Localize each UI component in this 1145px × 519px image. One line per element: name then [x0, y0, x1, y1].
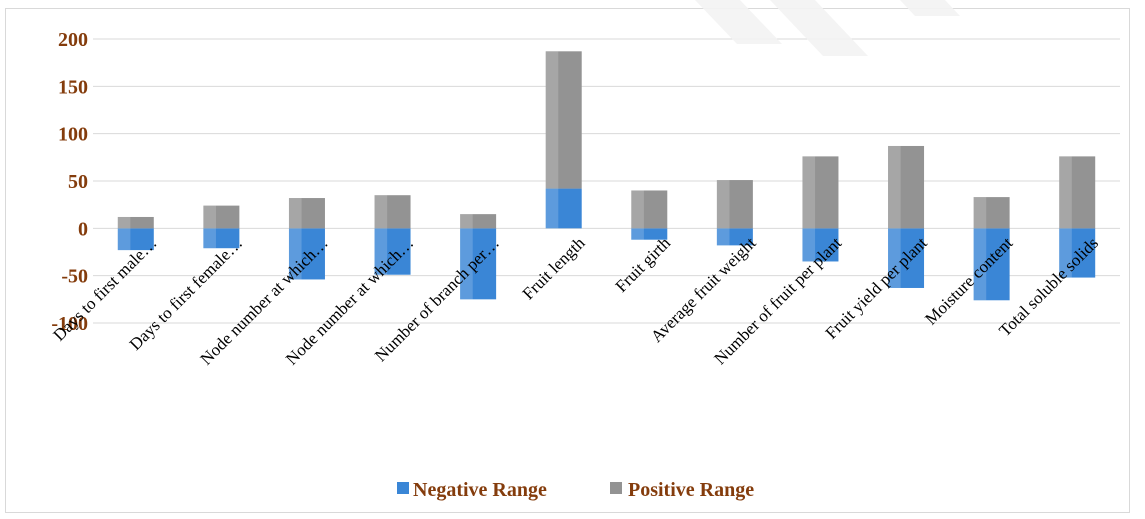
bar-negative-range-shade: [973, 228, 987, 301]
bar-positive-range-shade: [460, 214, 473, 229]
bar-positive-range: [374, 195, 411, 229]
bar-positive-range-shade: [631, 190, 644, 229]
bar-negative-range-shade: [888, 228, 901, 288]
bar-negative-range-shade: [374, 228, 388, 275]
bar-positive-range: [888, 145, 925, 229]
legend: Negative Range Positive Range: [397, 479, 754, 501]
bar-negative-range-shade: [631, 228, 644, 240]
bar-positive-range: [973, 197, 1010, 229]
bar-negative-range: [802, 228, 839, 262]
legend-swatch-negative: [397, 482, 409, 494]
y-tick-label: 50: [68, 171, 88, 193]
bar-positive-range: [1059, 156, 1096, 229]
x-tick-label: Fruit length: [519, 233, 589, 303]
bar-negative-range-shade: [802, 228, 816, 262]
bar-positive-range-shade: [973, 197, 987, 229]
y-tick-label: 150: [58, 76, 88, 98]
bar-positive-range-shade: [545, 51, 559, 189]
legend-label-negative: Negative Range: [413, 479, 547, 501]
y-tick-label: 200: [58, 29, 88, 51]
bar-negative-range: [1059, 228, 1096, 278]
bar-positive-range: [288, 198, 325, 229]
x-tick-label: Fruit girth: [612, 233, 675, 296]
bar-positive-range-shade: [1059, 156, 1072, 229]
bar-negative-range-shade: [460, 228, 473, 300]
bar-positive-range: [716, 180, 753, 229]
bar-positive-range: [631, 190, 668, 229]
bar-positive-range: [203, 205, 240, 229]
bar-positive-range-shade: [117, 216, 131, 229]
y-tick-label: -100: [51, 313, 88, 335]
y-tick-label: 100: [58, 124, 88, 146]
bar-negative-range: [460, 228, 497, 300]
bar-negative-range: [716, 228, 753, 246]
bar-positive-range: [802, 156, 839, 229]
y-tick-label: 0: [78, 218, 88, 240]
bar-positive-range-shade: [888, 145, 901, 229]
bar-positive-range: [545, 51, 582, 189]
bar-positive-range-shade: [374, 195, 388, 229]
bar-positive-range-shade: [802, 156, 816, 229]
y-tick-label: -50: [61, 266, 88, 288]
bar-positive-range: [117, 216, 154, 229]
bar-negative-range-shade: [545, 188, 559, 229]
bar-negative-range-shade: [1059, 228, 1072, 278]
bar-negative-range-shade: [117, 228, 131, 251]
bar-negative-range-shade: [288, 228, 302, 280]
legend-label-positive: Positive Range: [628, 479, 754, 501]
bar-negative-range: [973, 228, 1010, 301]
bar-positive-range-shade: [716, 180, 730, 229]
bar-negative-range: [631, 228, 668, 240]
bar-negative-range: [374, 228, 411, 275]
bar-negative-range: [288, 228, 325, 280]
bar-negative-range: [117, 228, 154, 251]
bars: [117, 51, 1096, 301]
bar-positive-range-shade: [203, 205, 216, 229]
bar-negative-range: [888, 228, 925, 288]
bar-negative-range-shade: [203, 228, 216, 249]
bar-positive-range-shade: [288, 198, 302, 229]
bar-positive-range: [460, 214, 497, 229]
y-axis-ticks: 200 150 100 50 0 -50 -100: [51, 29, 88, 335]
legend-swatch-positive: [610, 482, 622, 494]
bar-negative-range: [545, 188, 582, 229]
x-axis-ticks: Days to first male…Days to first female……: [49, 233, 1102, 369]
bar-negative-range-shade: [716, 228, 730, 246]
bar-negative-range: [203, 228, 240, 249]
gridlines: [93, 38, 1120, 324]
